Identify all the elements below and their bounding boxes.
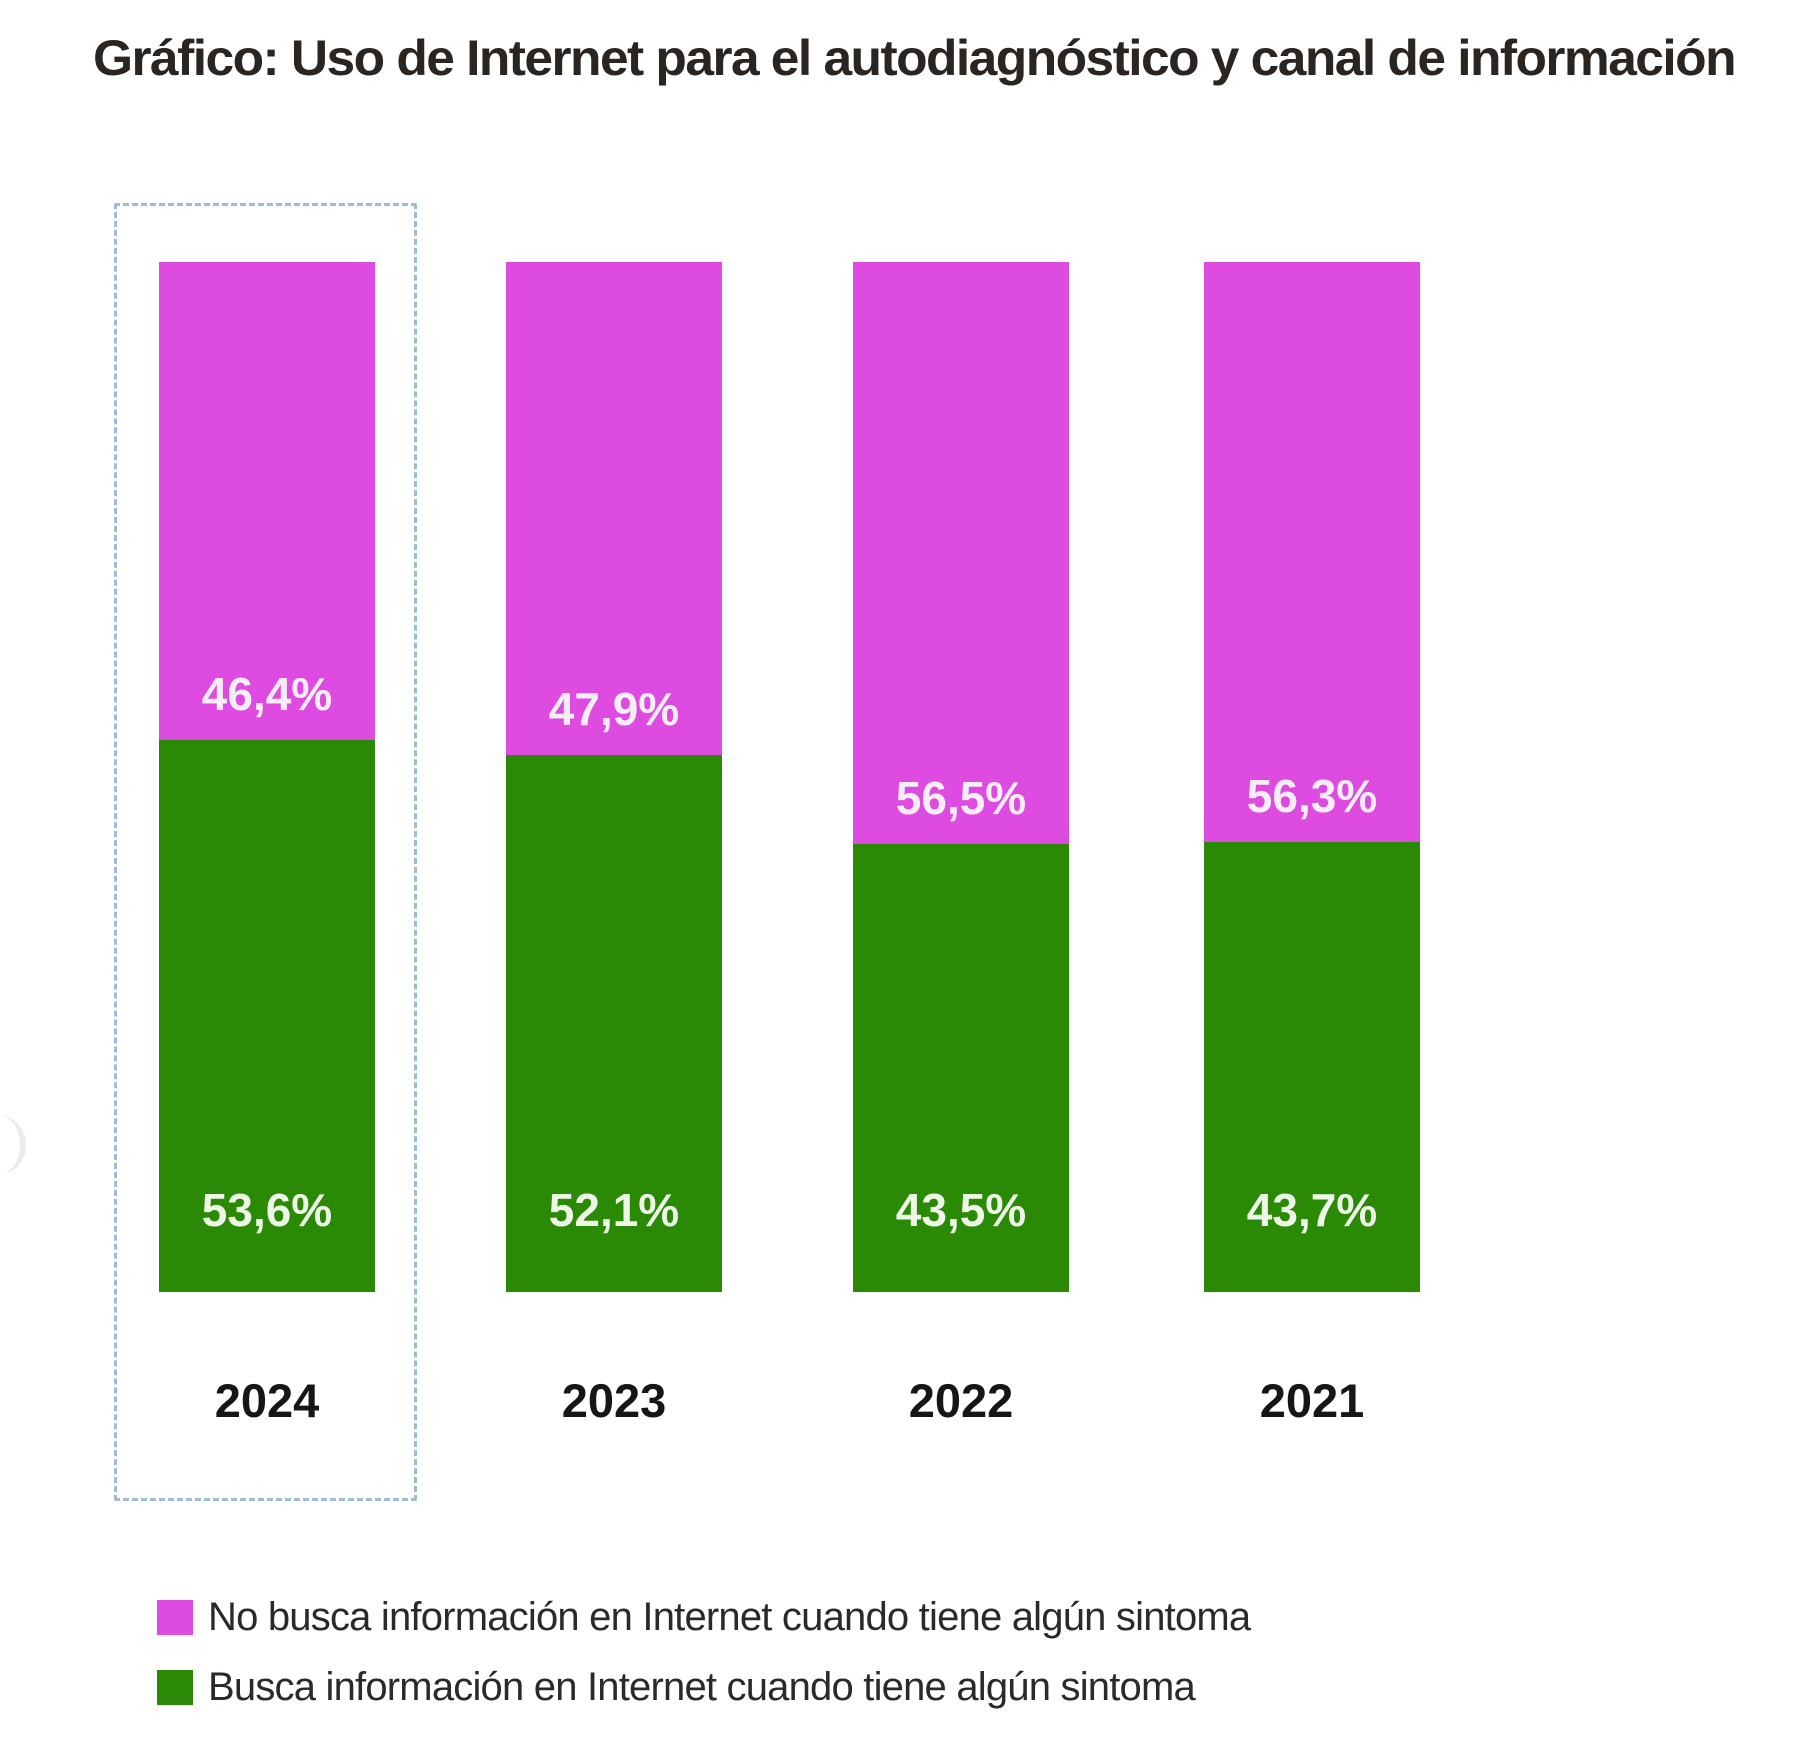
value-label-no-busca: 56,5% xyxy=(895,771,1027,824)
value-label-busca: 53,6% xyxy=(201,1184,333,1236)
value-label-no-busca: 56,3% xyxy=(1246,769,1378,822)
value-label-busca: 43,5% xyxy=(895,1184,1027,1236)
segment-no-busca: 46,4% xyxy=(159,262,375,740)
bar-2022: 56,5% 43,5% xyxy=(853,262,1069,1292)
legend: No busca información en Internet cuando … xyxy=(157,1592,1251,1732)
bar-2021: 56,3% 43,7% xyxy=(1204,262,1420,1292)
segment-no-busca: 56,3% xyxy=(1204,262,1420,842)
segment-no-busca: 47,9% xyxy=(506,262,722,756)
segment-busca: 52,1% xyxy=(506,755,722,1292)
legend-label-busca: Busca información en Internet cuando tie… xyxy=(208,1664,1196,1709)
segment-no-busca: 56,5% xyxy=(853,262,1069,844)
legend-item-no-busca: No busca información en Internet cuando … xyxy=(157,1592,1251,1642)
value-label-busca: 52,1% xyxy=(548,1184,680,1236)
bar-2024: 46,4% 53,6% xyxy=(159,262,375,1292)
year-label-2024: 2024 xyxy=(214,1374,320,1427)
legend-swatch-no-busca xyxy=(157,1599,193,1635)
value-label-no-busca: 46,4% xyxy=(201,667,333,720)
decorative-arc xyxy=(0,1115,26,1175)
legend-item-busca: Busca información en Internet cuando tie… xyxy=(157,1662,1250,1712)
chart-title: Gráfico: Uso de Internet para el autodia… xyxy=(93,30,1737,86)
segment-busca: 43,7% xyxy=(1204,841,1420,1292)
legend-label-no-busca: No busca información en Internet cuando … xyxy=(208,1594,1251,1639)
segment-busca: 53,6% xyxy=(159,739,375,1292)
year-label-2021: 2021 xyxy=(1259,1374,1365,1427)
segment-busca: 43,5% xyxy=(853,843,1069,1292)
year-label-2022: 2022 xyxy=(908,1374,1014,1427)
value-label-busca: 43,7% xyxy=(1246,1184,1378,1236)
year-label-2023: 2023 xyxy=(561,1374,667,1427)
value-label-no-busca: 47,9% xyxy=(548,683,680,736)
bar-2023: 47,9% 52,1% xyxy=(506,262,722,1292)
highlight-box-2024 xyxy=(114,203,417,1501)
legend-swatch-busca xyxy=(157,1669,193,1705)
